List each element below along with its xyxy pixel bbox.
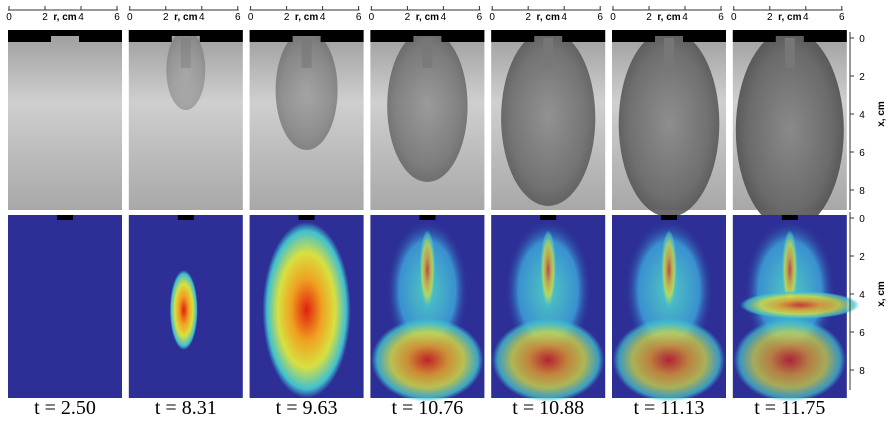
tick-label: 2	[646, 12, 652, 23]
time-label: t = 11.75	[754, 397, 825, 419]
tick-label: 4	[561, 12, 567, 23]
axis-label: r, cm	[53, 12, 76, 23]
nozzle-plate	[8, 30, 122, 42]
tick-label: 0	[731, 12, 737, 23]
nozzle-mark	[781, 215, 798, 220]
time-label: t = 10.76	[391, 397, 463, 419]
tick-label: 0	[6, 12, 12, 23]
tick-label: 4	[859, 290, 865, 301]
plume	[262, 222, 351, 398]
tick-label: 2	[525, 12, 531, 23]
plume	[275, 30, 338, 150]
jet-neck	[664, 38, 674, 68]
tick-label: 2	[284, 12, 290, 23]
nozzle-mark	[661, 215, 677, 220]
nozzle-plate	[128, 30, 243, 42]
tick-label: 2	[859, 72, 865, 83]
plume	[169, 270, 198, 350]
tick-label: 8	[859, 366, 865, 377]
tick-label: 0	[369, 12, 375, 23]
plume	[735, 30, 844, 230]
tick-label: 2	[767, 12, 773, 23]
plume-lower	[371, 318, 484, 402]
plume-lower	[613, 318, 725, 402]
tick-label: 4	[803, 12, 809, 23]
tick-label: 4	[441, 12, 447, 23]
jet-neck	[543, 38, 554, 68]
nozzle-mark	[57, 215, 73, 220]
plume	[501, 30, 596, 206]
nozzle-mark	[540, 215, 557, 220]
time-label: t = 9.63	[276, 397, 338, 419]
plume	[387, 30, 468, 182]
nozzle-plate	[370, 30, 485, 42]
tick-label: 6	[839, 12, 845, 23]
axis-label: r, cm	[778, 12, 801, 23]
nozzle-plate	[491, 30, 606, 42]
concentration-map	[8, 215, 122, 398]
tick-label: 4	[320, 12, 326, 23]
time-label: t = 10.88	[512, 397, 584, 419]
jet-neck	[422, 38, 433, 68]
tick-label: 0	[859, 214, 865, 225]
tick-label: 0	[127, 12, 133, 23]
shadowgraph	[8, 30, 122, 210]
tick-label: 6	[859, 328, 865, 339]
time-label: t = 2.50	[34, 397, 96, 419]
tick-label: 6	[235, 12, 241, 23]
axis-label: r, cm	[537, 12, 560, 23]
tick-label: 2	[859, 252, 865, 263]
axis-label: r, cm	[174, 12, 197, 23]
plume	[166, 30, 206, 110]
tick-label: 0	[248, 12, 254, 23]
time-label: t = 8.31	[155, 397, 217, 419]
nozzle-mark	[298, 215, 315, 220]
axis-label: r, cm	[416, 12, 439, 23]
tick-label: 6	[356, 12, 362, 23]
jet-neck	[784, 38, 795, 68]
tick-label: 6	[859, 148, 865, 159]
tick-label: 6	[597, 12, 603, 23]
tick-label: 4	[78, 12, 84, 23]
tick-label: 0	[859, 34, 865, 45]
nozzle-plate	[612, 30, 726, 42]
tick-label: 2	[405, 12, 411, 23]
plume	[618, 30, 720, 218]
tick-label: 2	[163, 12, 169, 23]
plume-core	[419, 230, 436, 310]
axis-label: x, cm	[876, 101, 887, 127]
nozzle-mark	[177, 215, 194, 220]
tick-label: 4	[682, 12, 688, 23]
plume-lower	[733, 318, 846, 402]
plume-lower	[492, 318, 605, 402]
plume-core	[540, 230, 557, 310]
tick-label: 0	[489, 12, 495, 23]
tick-label: 2	[42, 12, 48, 23]
tick-label: 4	[199, 12, 205, 23]
tick-label: 6	[477, 12, 483, 23]
nozzle-mark	[419, 215, 436, 220]
nozzle-plate	[249, 30, 364, 42]
tick-label: 6	[114, 12, 120, 23]
axis-label: r, cm	[657, 12, 680, 23]
plume-band	[739, 291, 860, 319]
axis-label: r, cm	[295, 12, 318, 23]
jet-neck	[180, 38, 191, 68]
time-label: t = 11.13	[633, 397, 704, 419]
plume-core	[661, 230, 677, 310]
jet-neck	[301, 38, 312, 68]
tick-label: 4	[859, 110, 865, 121]
tick-label: 0	[610, 12, 616, 23]
tick-label: 8	[859, 186, 865, 197]
axis-label: x, cm	[876, 281, 887, 307]
nozzle-plate	[732, 30, 847, 42]
plume-core	[781, 230, 798, 310]
tick-label: 6	[718, 12, 724, 23]
